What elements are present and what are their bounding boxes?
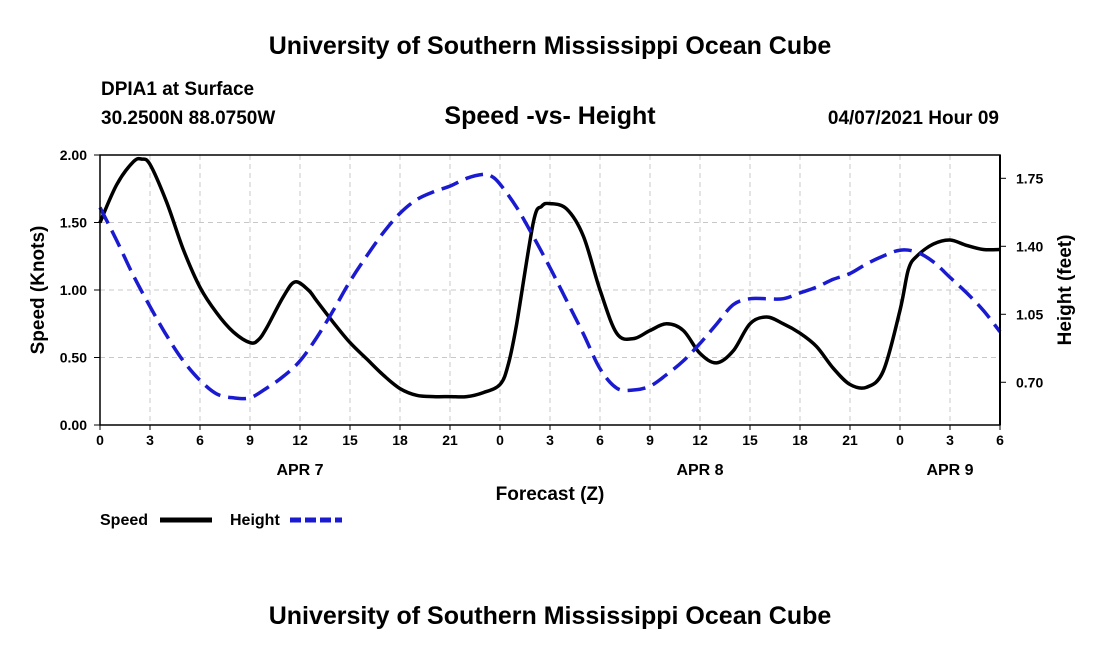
legend-speed-label: Speed [100,512,148,529]
day-labels: APR 7 APR 8 APR 9 [276,462,973,479]
day-label: APR 9 [926,462,973,479]
page-title: University of Southern Mississippi Ocean… [269,32,832,60]
x-tick-label: 21 [842,432,858,448]
x-tick-label: 15 [742,432,758,448]
x-axis-ticks: 0 3 6 9 12 15 18 21 0 3 6 9 12 15 18 21 0 3 6 [96,425,1004,448]
y2-tick-label: 1.05 [1016,306,1043,322]
x-tick-label: 18 [392,432,408,448]
y-tick-label: 0.00 [60,417,87,433]
x-tick-label: 18 [792,432,808,448]
x-tick-label: 6 [996,432,1004,448]
x-tick-label: 21 [442,432,458,448]
speed-series-line [98,156,1001,399]
y2-axis-ticks: 0.70 1.05 1.40 1.75 [1000,170,1043,390]
forecast-datetime: 04/07/2021 Hour 09 [828,108,999,129]
x-tick-label: 3 [546,432,554,448]
x-tick-label: 3 [146,432,154,448]
series-lines [98,156,1002,401]
y2-tick-label: 1.40 [1016,238,1043,254]
x-axis-label: Forecast (Z) [496,484,605,505]
coordinates-label: 30.2500N 88.0750W [101,108,275,129]
y2-axis-label: Height (feet) [1055,235,1076,346]
x-tick-label: 12 [292,432,308,448]
x-tick-label: 0 [96,432,104,448]
x-tick-label: 9 [246,432,254,448]
y-tick-label: 1.00 [60,282,87,298]
x-tick-label: 6 [596,432,604,448]
x-tick-label: 12 [692,432,708,448]
day-label: APR 8 [676,462,723,479]
x-tick-label: 3 [946,432,954,448]
y-tick-label: 1.50 [60,215,87,231]
day-label: APR 7 [276,462,323,479]
y-tick-label: 2.00 [60,147,87,163]
x-tick-label: 15 [342,432,358,448]
grid [100,155,1000,425]
y2-tick-label: 1.75 [1016,170,1043,186]
x-tick-label: 0 [896,432,904,448]
legend-height-label: Height [230,512,280,529]
chart-title: Speed -vs- Height [444,102,656,130]
y-tick-label: 0.50 [60,350,87,366]
legend: Speed Height [100,512,342,529]
x-tick-label: 6 [196,432,204,448]
x-tick-label: 0 [496,432,504,448]
height-series-line [98,172,1002,401]
x-tick-label: 9 [646,432,654,448]
station-label: DPIA1 at Surface [101,79,254,100]
y-axis-ticks: 0.00 0.50 1.00 1.50 2.00 [60,147,100,433]
y-axis-label: Speed (Knots) [28,226,49,355]
y2-tick-label: 0.70 [1016,374,1043,390]
footer-title: University of Southern Mississippi Ocean… [269,602,832,630]
